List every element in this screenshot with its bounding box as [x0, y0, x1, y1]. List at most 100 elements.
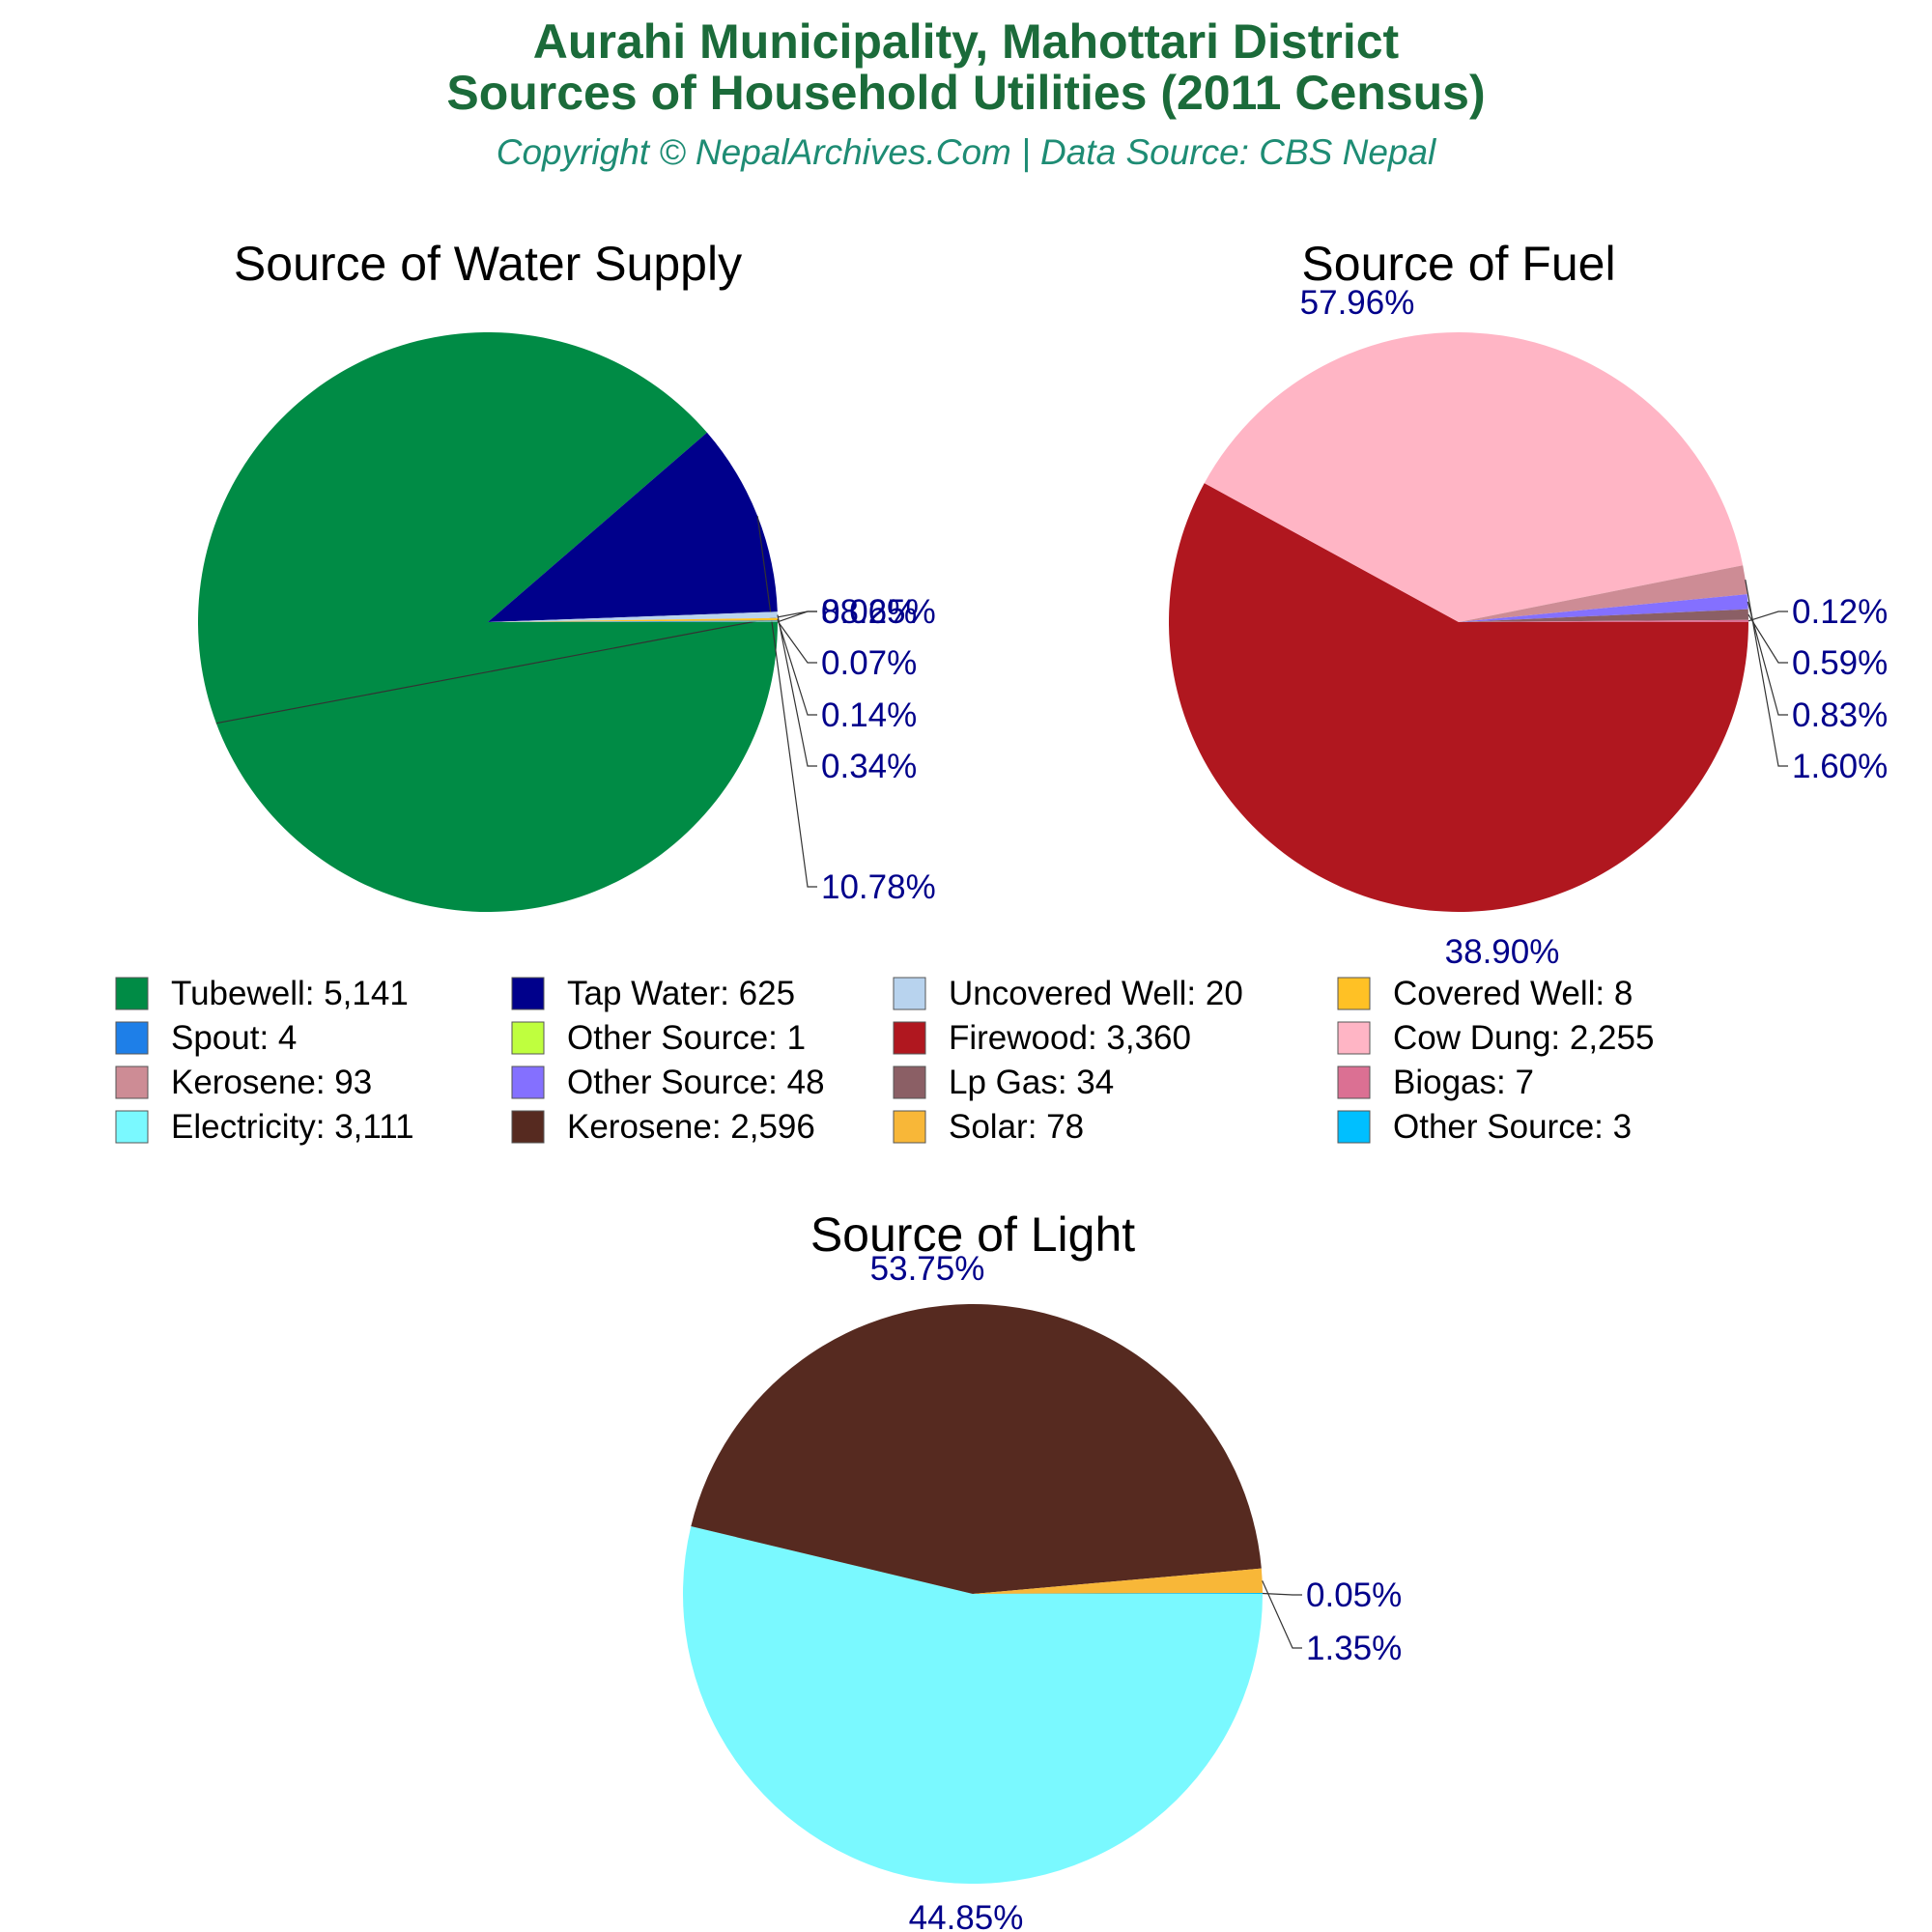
pie-fuel-slice-kerosene [1459, 565, 1747, 622]
pie-light-leader-solar [1262, 1580, 1302, 1649]
legend-label: Tap Water: 625 [567, 975, 795, 1012]
pie-fuel-title: Source of Fuel [1301, 237, 1615, 291]
pie-fuel-slice-lp-gas [1459, 609, 1748, 622]
pie-light-slice-other-source [973, 1593, 1264, 1594]
pie-fuel-pct-label-lp-gas: 0.59% [1792, 644, 1888, 682]
chart-title-line2: Sources of Household Utilities (2011 Cen… [446, 66, 1485, 120]
pie-water-supply-leader-covered-well [777, 618, 817, 716]
pie-fuel-pct-label-cow-dung: 38.90% [1445, 933, 1560, 971]
legend-item-solar-78: Solar: 78 [893, 1108, 1084, 1146]
legend-swatch [511, 977, 545, 1010]
pie-fuel-pct-label-kerosene: 1.60% [1792, 748, 1888, 785]
legend-swatch [511, 1065, 545, 1099]
legend-item-other-source-3: Other Source: 3 [1337, 1108, 1632, 1146]
pie-water-supply-leader-tap-water [756, 516, 817, 888]
legend-label: Firewood: 3,360 [949, 1019, 1191, 1057]
pie-water-supply: Source of Water Supply 88.65% 10.78% 0.34% 0… [198, 237, 936, 913]
pie-water-supply-leader-other-source [777, 611, 817, 623]
legend-item-kerosene-2-596: Kerosene: 2,596 [511, 1108, 815, 1146]
legend-label: Other Source: 48 [567, 1064, 825, 1101]
legend-swatch [893, 1065, 926, 1099]
legend-item-kerosene-93: Kerosene: 93 [115, 1064, 372, 1101]
pie-water-supply-slice-covered-well [488, 617, 778, 622]
pie-fuel-leader-other-source [1747, 601, 1788, 716]
chart-subtitle: Copyright © NepalArchives.Com | Data Sou… [497, 132, 1437, 172]
pie-fuel-pct-label-firewood: 57.96% [1300, 284, 1415, 322]
legend-swatch [511, 1021, 545, 1055]
pie-water-supply-leader-uncovered-well [777, 614, 817, 767]
legend-swatch [893, 1021, 926, 1055]
legend-swatch [1337, 977, 1371, 1010]
legend-label: Electricity: 3,111 [171, 1108, 414, 1146]
legend-swatch [893, 977, 926, 1010]
pie-water-supply-title: Source of Water Supply [234, 237, 742, 291]
legend-swatch [115, 977, 149, 1010]
legend-item-tubewell-5-141: Tubewell: 5,141 [115, 975, 409, 1012]
legend-item-biogas-7: Biogas: 7 [1337, 1064, 1534, 1101]
legend-label: Lp Gas: 34 [949, 1064, 1114, 1101]
legend-swatch [115, 1065, 149, 1099]
chart-title-line1: Aurahi Municipality, Mahottari District [533, 14, 1400, 69]
legend-swatch [115, 1021, 149, 1055]
pie-fuel-leader-kerosene [1745, 579, 1788, 767]
pie-water-supply-pct-label-tubewell: 88.65% [821, 593, 936, 631]
legend-item-spout-4: Spout: 4 [115, 1019, 297, 1057]
legend-swatch [511, 1110, 545, 1144]
legend-swatch [115, 1110, 149, 1144]
legend-label: Kerosene: 93 [171, 1064, 372, 1101]
pie-light-slice-kerosene [691, 1304, 1262, 1594]
pie-water-supply-slice-uncovered-well [488, 611, 778, 622]
pie-water-supply-pct-label-covered-well: 0.14% [821, 696, 917, 734]
pie-light-slice-electricity [682, 1525, 1263, 1885]
legend-item-other-source-1: Other Source: 1 [511, 1019, 806, 1057]
legend-item-tap-water-625: Tap Water: 625 [511, 975, 795, 1012]
pie-water-supply-leader-spout [777, 620, 817, 664]
pie-light-leader-other-source [1262, 1592, 1302, 1596]
legend-label: Solar: 78 [949, 1108, 1084, 1146]
pie-light-slice-solar [973, 1568, 1263, 1594]
pie-fuel-leader-lp-gas [1747, 613, 1788, 664]
legend-swatch [1337, 1065, 1371, 1099]
legend-swatch [1337, 1021, 1371, 1055]
pie-water-supply-pct-label-spout: 0.07% [821, 644, 917, 682]
legend-label: Tubewell: 5,141 [171, 975, 409, 1012]
legend-label: Other Source: 1 [567, 1019, 806, 1057]
legend-item-cow-dung-2-255: Cow Dung: 2,255 [1337, 1019, 1654, 1057]
legend-swatch [893, 1110, 926, 1144]
legend-item-other-source-48: Other Source: 48 [511, 1064, 825, 1101]
pie-water-supply-slice-tubewell [198, 332, 779, 913]
legend-label: Biogas: 7 [1393, 1064, 1534, 1101]
legend-item-firewood-3-360: Firewood: 3,360 [893, 1019, 1191, 1057]
pie-fuel-pct-label-biogas: 0.12% [1792, 593, 1888, 631]
legend-item-covered-well-8: Covered Well: 8 [1337, 975, 1633, 1012]
pie-light-pct-label-solar: 1.35% [1306, 1630, 1402, 1667]
pie-water-supply-pct-label-uncovered-well: 0.34% [821, 748, 917, 785]
pie-water-supply-pct-label-tap-water: 10.78% [821, 868, 936, 906]
pie-light-pct-label-kerosene: 44.85% [909, 1899, 1024, 1932]
pie-fuel-slice-biogas [1459, 619, 1748, 622]
pie-light-pct-label-electricity: 53.75% [870, 1250, 985, 1288]
pie-fuel-slice-cow-dung [1204, 331, 1744, 622]
legend-item-lp-gas-34: Lp Gas: 34 [893, 1064, 1114, 1101]
pie-light-title: Source of Light [810, 1208, 1135, 1262]
legend-label: Uncovered Well: 20 [949, 975, 1243, 1012]
legend-label: Cow Dung: 2,255 [1393, 1019, 1654, 1057]
legend-label: Spout: 4 [171, 1019, 297, 1057]
legend-label: Other Source: 3 [1393, 1108, 1632, 1146]
pie-fuel-slice-other-source [1459, 594, 1748, 622]
legend: Tubewell: 5,141 Tap Water: 625 Uncovered W… [115, 975, 1654, 1146]
legend-item-electricity-3-111: Electricity: 3,111 [115, 1108, 414, 1146]
pie-water-supply-slice-spout [488, 620, 779, 622]
legend-label: Kerosene: 2,596 [567, 1108, 815, 1146]
legend-swatch [1337, 1110, 1371, 1144]
legend-item-uncovered-well-20: Uncovered Well: 20 [893, 975, 1243, 1012]
pie-water-supply-slice-tap-water [488, 432, 778, 622]
legend-label: Covered Well: 8 [1393, 975, 1633, 1012]
pie-fuel-slice-firewood [1168, 483, 1748, 912]
pie-light-pct-label-other-source: 0.05% [1306, 1577, 1402, 1614]
pie-fuel-leader-biogas [1747, 611, 1788, 622]
pie-fuel-pct-label-other-source: 0.83% [1792, 696, 1888, 734]
